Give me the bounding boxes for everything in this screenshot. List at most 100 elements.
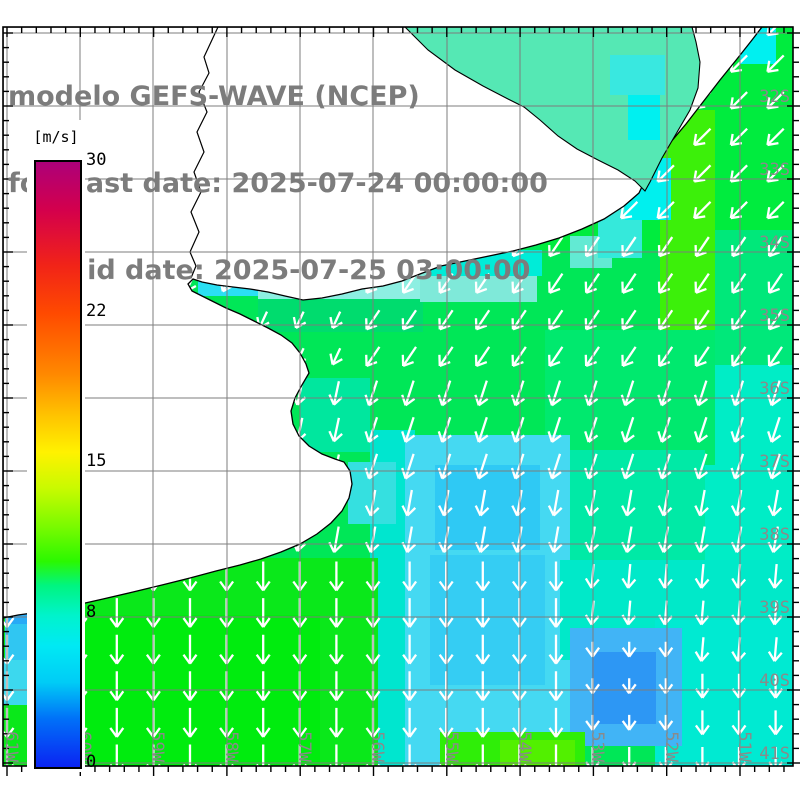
wave-arrow: [548, 671, 564, 701]
wave-arrow: [109, 707, 125, 738]
latitude-label: 34S: [759, 233, 790, 253]
wave-arrow: [767, 346, 783, 368]
wave-arrow: [475, 671, 491, 701]
wave-arrow: [766, 127, 785, 147]
wave-arrow: [693, 380, 709, 407]
wave-arrow: [401, 380, 416, 407]
frame-ticks: [3, 27, 800, 776]
wave-arrow: [548, 561, 564, 592]
wave-arrow: [767, 236, 783, 258]
wave-arrow: [694, 346, 710, 368]
map-frame: [2, 26, 794, 767]
river-line: [189, 26, 219, 279]
wave-arrow: [182, 707, 198, 738]
longitude-label: 59W: [147, 731, 167, 762]
latitude-label: 38S: [759, 525, 790, 545]
wave-arrow: [548, 707, 564, 738]
wave-arrow: [438, 489, 453, 517]
wave-arrow: [182, 744, 198, 766]
forecast-date: forecast date: 2025-07-24 00:00:00: [8, 168, 548, 199]
latitude-label: 39S: [759, 598, 790, 618]
wave-arrow: [475, 634, 491, 665]
wave-arrow: [182, 671, 198, 701]
wave-arrow: [401, 489, 417, 517]
wave-arrow: [109, 671, 125, 701]
wave-arrow: [328, 417, 343, 443]
valid-date: valid date: 2025-07-25 03:00:00: [42, 255, 531, 286]
wave-arrow: [767, 416, 782, 443]
wave-arrow: [694, 710, 710, 736]
wave-arrow: [511, 309, 527, 331]
wave-arrow: [694, 563, 710, 589]
wave-arrow: [694, 637, 710, 662]
wave-arrow: [109, 598, 125, 628]
wave-arrow: [693, 127, 712, 147]
wave-arrow: [109, 634, 125, 665]
wave-arrow: [328, 381, 343, 406]
wave-arrow: [767, 637, 783, 662]
wave-arrow: [657, 236, 674, 258]
wave-arrow: [548, 598, 564, 628]
wave-arrow: [511, 273, 527, 294]
wave-arrow: [548, 273, 564, 294]
wave-arrow: [475, 598, 491, 628]
colorbar-gradient: [34, 160, 82, 769]
wave-arrow: [328, 598, 344, 628]
wave-arrow: [621, 273, 637, 294]
wave-arrow: [511, 744, 527, 766]
ocean-cell: [258, 299, 423, 332]
longitude-label: 57W: [294, 731, 314, 762]
wave-arrow: [621, 641, 637, 658]
wave-arrow: [438, 346, 454, 368]
wave-arrow: [328, 744, 344, 766]
longitude-labels: 61W60W59W58W57W56W55W54W53W52W51W: [1, 731, 754, 762]
colorbar-tick-label: 30: [86, 150, 107, 170]
wave-arrow: [511, 489, 526, 517]
wave-arrow: [730, 380, 745, 407]
wave-arrow: [474, 346, 491, 368]
wave-arrow: [730, 489, 746, 517]
wave-arrow: [511, 346, 527, 368]
wave-arrow: [766, 201, 785, 220]
wave-arrow: [619, 201, 639, 220]
wave-arrow: [548, 309, 564, 331]
wave-arrow: [768, 710, 784, 736]
wave-arrow: [438, 744, 454, 766]
wave-arrow: [182, 634, 198, 665]
wave-arrow: [657, 346, 674, 368]
wave-arrow: [474, 489, 490, 517]
map-title-block: modelo GEFS-WAVE (NCEP) forecast date: 2…: [8, 24, 548, 343]
colorbar-tick-label: 8: [86, 602, 97, 622]
wave-arrow: [657, 453, 672, 480]
latitude-label: 41S: [759, 744, 790, 764]
wave-arrow: [402, 671, 418, 701]
wave-arrow: [620, 453, 635, 480]
wave-arrow: [255, 561, 271, 592]
wave-arrow: [693, 201, 712, 220]
wave-arrow: [694, 489, 709, 517]
wave-arrow: [730, 416, 745, 443]
wave-arrow: [621, 236, 637, 258]
wave-arrow: [694, 236, 710, 258]
wave-arrow: [693, 416, 709, 443]
wave-arrow: [621, 714, 637, 731]
ocean-cell: [715, 230, 793, 370]
latitude-label: 32S: [759, 87, 790, 107]
wave-arrow: [401, 346, 417, 368]
longitude-label: 56W: [367, 731, 387, 762]
wave-arrow: [438, 309, 454, 331]
wave-arrow: [402, 707, 418, 738]
wave-arrow: [767, 563, 783, 589]
wave-arrow: [621, 309, 637, 331]
wave-arrow: [109, 744, 125, 766]
wave-arrow: [767, 273, 783, 294]
wave-arrow: [548, 744, 564, 766]
wave-arrow: [657, 416, 672, 443]
wave-arrow: [401, 416, 416, 443]
wave-arrow: [658, 563, 673, 589]
ocean-cell: [660, 110, 715, 350]
model-name: modelo GEFS-WAVE (NCEP): [8, 81, 420, 112]
wave-arrow: [402, 634, 418, 665]
wave-arrow: [182, 598, 198, 628]
